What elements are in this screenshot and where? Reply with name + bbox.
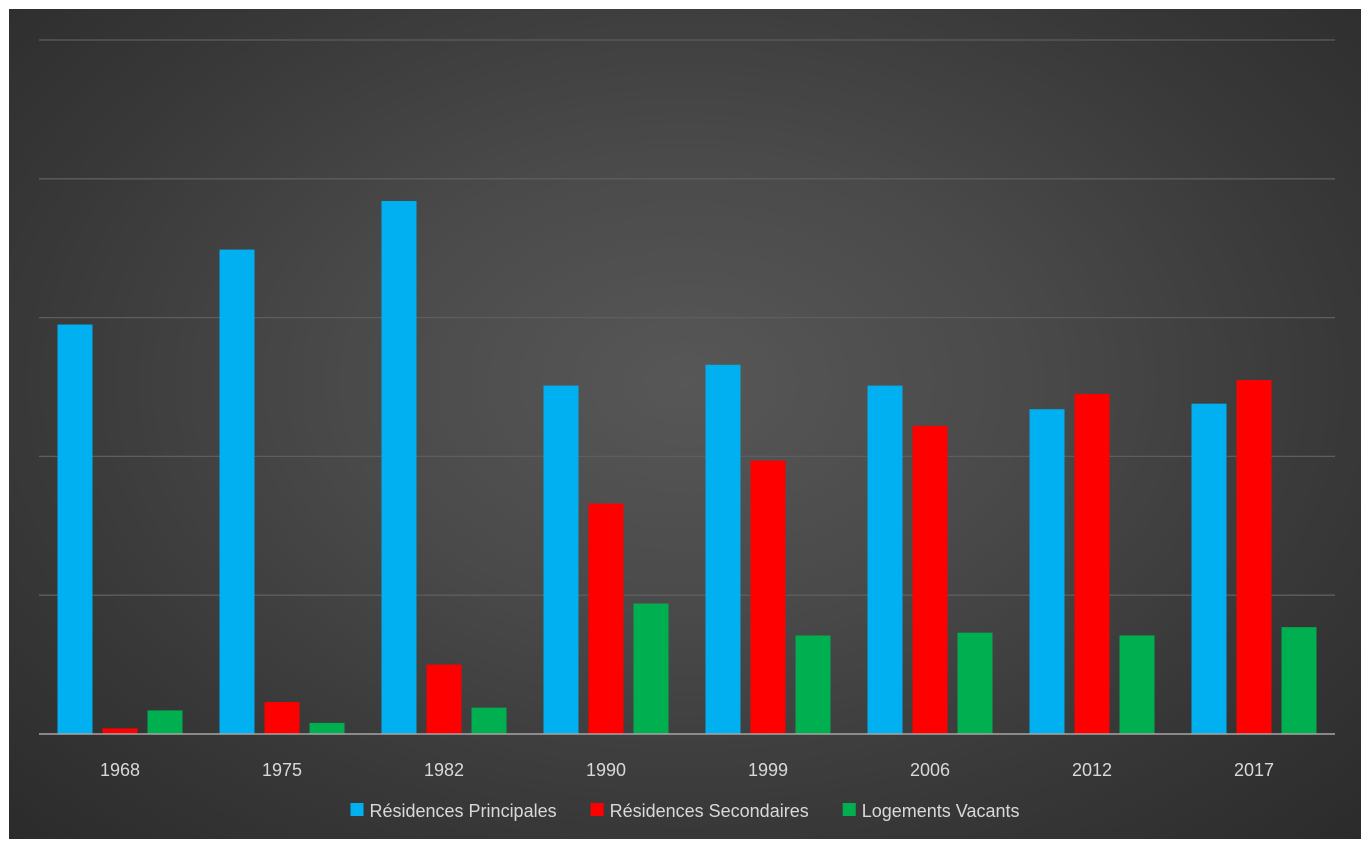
- x-tick-label: 2012: [1072, 760, 1112, 780]
- bar-residences-secondaires-1982: [426, 664, 462, 734]
- x-tick-label: 1968: [100, 760, 140, 780]
- bar-logements-vacants-2006: [957, 632, 993, 734]
- gridlines: [39, 39, 1335, 596]
- bar-residences-principales-1999: [705, 364, 741, 734]
- bar-residences-secondaires-2012: [1074, 393, 1110, 734]
- bar-residences-principales-1975: [219, 249, 255, 734]
- legend-swatch-logements-vacants: [842, 803, 856, 816]
- bar-residences-principales-2012: [1029, 409, 1065, 734]
- bar-residences-principales-1968: [57, 324, 93, 734]
- x-tick-label: 1975: [262, 760, 302, 780]
- x-tick-labels: 1968 1975 1982 1990 1999 2006 2012 2017: [100, 760, 1274, 780]
- bar-residences-secondaires-2017: [1236, 380, 1272, 734]
- chart-area: 1968 1975 1982 1990 1999 2006 2012 2017 Résiden…: [9, 9, 1361, 839]
- bars: [57, 201, 1317, 734]
- bar-logements-vacants-1982: [471, 707, 507, 734]
- bar-logements-vacants-1975: [309, 722, 345, 734]
- bar-logements-vacants-1968: [147, 710, 183, 734]
- x-tick-label: 2006: [910, 760, 950, 780]
- legend-swatch-residences-secondaires: [590, 803, 604, 816]
- bar-residences-secondaires-1968: [102, 728, 138, 734]
- bar-logements-vacants-1999: [795, 635, 831, 734]
- legend-label-residences-secondaires: Résidences Secondaires: [610, 801, 809, 821]
- bar-residences-principales-1982: [381, 201, 417, 734]
- legend-label-logements-vacants: Logements Vacants: [862, 801, 1020, 821]
- bar-logements-vacants-2017: [1281, 627, 1317, 734]
- bar-residences-secondaires-2006: [912, 425, 948, 734]
- bar-residences-principales-2006: [867, 385, 903, 734]
- legend-swatch-residences-principales: [350, 803, 364, 816]
- legend: Résidences Principales Résidences Seconda…: [350, 801, 1020, 821]
- bar-residences-secondaires-1999: [750, 460, 786, 734]
- bar-residences-secondaires-1975: [264, 702, 300, 734]
- x-tick-label: 1999: [748, 760, 788, 780]
- x-tick-label: 1990: [586, 760, 626, 780]
- bar-logements-vacants-1990: [633, 603, 669, 734]
- bar-residences-principales-1990: [543, 385, 579, 734]
- x-tick-label: 1982: [424, 760, 464, 780]
- legend-label-residences-principales: Résidences Principales: [370, 801, 557, 821]
- bar-residences-principales-2017: [1191, 403, 1227, 734]
- bar-residences-secondaires-1990: [588, 503, 624, 734]
- bar-chart: 1968 1975 1982 1990 1999 2006 2012 2017 Résiden…: [39, 39, 1335, 821]
- bar-logements-vacants-2012: [1119, 635, 1155, 734]
- x-tick-label: 2017: [1234, 760, 1274, 780]
